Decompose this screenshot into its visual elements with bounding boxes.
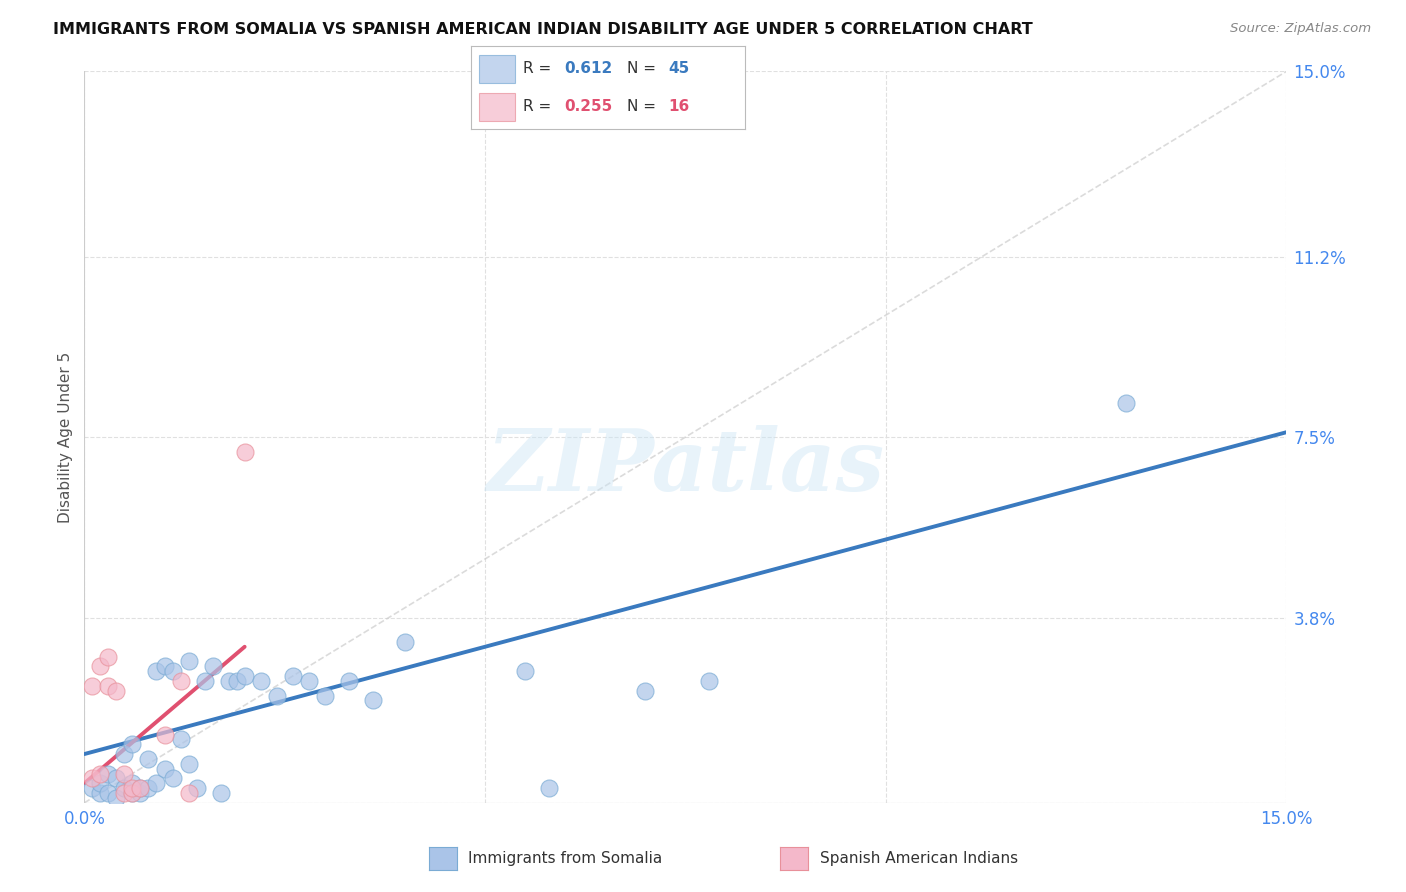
Point [218,673,240,688]
Point [538,781,561,796]
Point [97,679,120,693]
Point [162,664,184,678]
Point [249,673,271,688]
Point [105,772,128,786]
Point [82,772,104,786]
Point [177,756,200,771]
Point [515,664,537,678]
Text: 16: 16 [668,99,690,114]
Point [361,693,384,707]
Point [114,786,135,800]
Point [169,732,191,747]
Text: 45: 45 [668,62,690,77]
Point [82,679,104,693]
Point [177,654,200,668]
Point [89,766,111,780]
Point [145,776,167,790]
Point [1115,396,1137,410]
Point [121,737,143,751]
Point [105,791,128,805]
Text: ZIPatlas: ZIPatlas [486,425,884,508]
Point [97,649,120,664]
Point [162,772,184,786]
Point [138,781,160,796]
Text: R =: R = [523,99,557,114]
Point [266,689,288,703]
Point [114,766,135,780]
Point [177,786,200,800]
Point [114,781,135,796]
Text: Spanish American Indians: Spanish American Indians [820,851,1018,866]
Point [121,781,143,796]
Point [281,669,304,683]
Point [121,786,143,800]
Point [89,659,111,673]
Point [233,444,256,458]
Point [89,776,111,790]
Point [169,673,191,688]
Point [337,673,360,688]
Point [97,786,120,800]
Text: IMMIGRANTS FROM SOMALIA VS SPANISH AMERICAN INDIAN DISABILITY AGE UNDER 5 CORREL: IMMIGRANTS FROM SOMALIA VS SPANISH AMERI… [53,22,1033,37]
Text: R =: R = [523,62,557,77]
Point [114,747,135,761]
Point [153,659,176,673]
Point [186,781,208,796]
Point [129,781,152,796]
Point [699,673,721,688]
Point [129,786,152,800]
Point [89,786,111,800]
Point [209,786,232,800]
Point [145,664,167,678]
Point [121,776,143,790]
Point [314,689,336,703]
Bar [479,54,515,83]
Point [298,673,321,688]
Point [394,635,416,649]
Y-axis label: Disability Age Under 5: Disability Age Under 5 [58,351,73,523]
Point [153,762,176,776]
Point [138,752,160,766]
Bar [479,93,515,121]
Point [121,786,143,800]
Point [225,673,247,688]
Text: 0.612: 0.612 [564,62,613,77]
Point [129,781,152,796]
Text: N =: N = [627,99,661,114]
Point [194,673,217,688]
Text: Immigrants from Somalia: Immigrants from Somalia [468,851,662,866]
Point [233,669,256,683]
Text: N =: N = [627,62,661,77]
Point [97,766,120,780]
Text: 0.255: 0.255 [564,99,613,114]
Point [201,659,224,673]
Point [82,781,104,796]
Point [153,727,176,741]
Text: Source: ZipAtlas.com: Source: ZipAtlas.com [1230,22,1371,36]
Point [105,683,128,698]
Point [634,683,657,698]
